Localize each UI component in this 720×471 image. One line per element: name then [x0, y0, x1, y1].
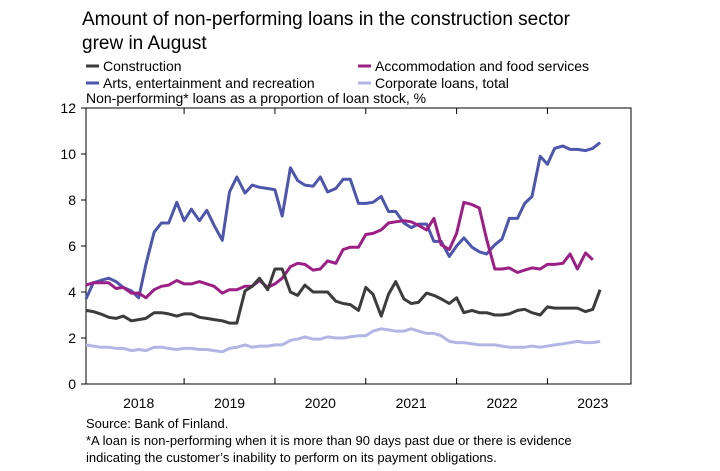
y-tick-label: 10 — [60, 146, 76, 162]
x-axis: 2018 2019 2020 2021 2022 2023 — [123, 108, 609, 411]
x-tick-label: 2021 — [396, 395, 427, 411]
x-tick-label: 2018 — [123, 395, 154, 411]
chart-title-line-1: Amount of non-performing loans in the co… — [82, 9, 571, 30]
legend-label: Construction — [103, 58, 182, 74]
footnote-line-2: indicating the customer’s inability to p… — [86, 450, 497, 465]
y-tick-label: 4 — [68, 284, 76, 300]
x-tick-label: 2020 — [305, 395, 336, 411]
y-tick-label: 0 — [68, 376, 76, 392]
y-tick-label: 6 — [68, 238, 76, 254]
chart-subtitle: Non-performing* loans as a proportion of… — [86, 90, 426, 106]
legend-label: Corporate loans, total — [375, 75, 509, 91]
series-group — [84, 141, 602, 354]
legend-label: Accommodation and food services — [375, 58, 589, 74]
x-tick-label: 2019 — [214, 395, 245, 411]
x-tick-label: 2023 — [577, 395, 608, 411]
legend: Construction Accommodation and food servi… — [86, 58, 589, 91]
chart-title-line-2: grew in August — [82, 33, 207, 54]
y-tick-label: 2 — [68, 330, 76, 346]
footnote-line-1: *A loan is non-performing when it is mor… — [86, 433, 572, 448]
x-tick-label: 2022 — [486, 395, 517, 411]
legend-label: Arts, entertainment and recreation — [103, 75, 315, 91]
source-note: Source: Bank of Finland. — [86, 416, 229, 431]
series-line-construction — [85, 267, 602, 325]
y-tick-label: 12 — [60, 100, 76, 116]
series-line-corporate-loans-total — [85, 327, 601, 354]
series-line-accommodation-and-food-services — [85, 200, 594, 300]
y-axis: 0 2 4 6 8 10 12 — [60, 100, 86, 392]
series-line-arts-entertainment-and-recreation — [84, 141, 602, 300]
y-tick-label: 8 — [68, 192, 76, 208]
